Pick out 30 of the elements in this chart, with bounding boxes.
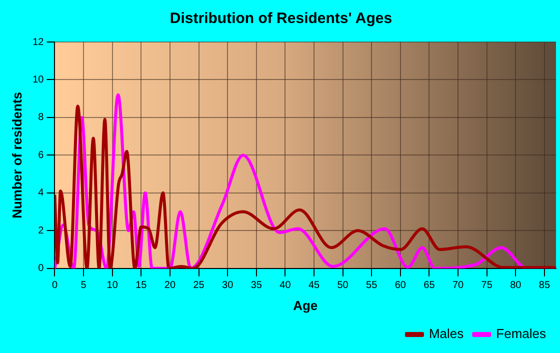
x-tick-label: 45 (308, 280, 320, 292)
y-axis-title: Number of residents (9, 92, 24, 218)
legend-label: Males (428, 326, 464, 342)
x-tick-label: 10 (106, 280, 118, 292)
x-tick-label: 20 (164, 280, 176, 292)
x-tick-label: 60 (394, 280, 406, 292)
chart-title: Distribution of Residents' Ages (170, 10, 392, 28)
x-tick-label: 55 (366, 280, 378, 292)
x-tick-label: 0 (52, 280, 58, 292)
y-tick-label: 4 (38, 188, 44, 199)
y-tick-label: 10 (32, 74, 44, 86)
x-tick-label: 80 (510, 280, 522, 292)
x-tick-label: 75 (481, 280, 493, 292)
x-tick-label: 15 (136, 280, 148, 292)
x-tick-label: 85 (538, 280, 550, 292)
x-tick-label: 25 (193, 280, 205, 292)
x-tick-label: 5 (80, 280, 87, 292)
x-axis-title: Age (293, 298, 318, 313)
y-tick-label: 6 (38, 150, 44, 161)
x-tick-label: 30 (222, 280, 234, 292)
x-tick-label: 65 (424, 280, 436, 292)
y-tick-label: 2 (38, 225, 44, 236)
x-tick-label: 35 (250, 280, 262, 292)
y-tick-label: 12 (32, 36, 44, 48)
legend-label: Females (496, 326, 546, 342)
x-tick-label: 70 (452, 280, 464, 292)
x-tick-label: 40 (280, 280, 292, 292)
y-tick-label: 8 (38, 112, 44, 124)
x-tick-label: 50 (337, 280, 349, 292)
y-tick-label: 0 (38, 263, 44, 274)
